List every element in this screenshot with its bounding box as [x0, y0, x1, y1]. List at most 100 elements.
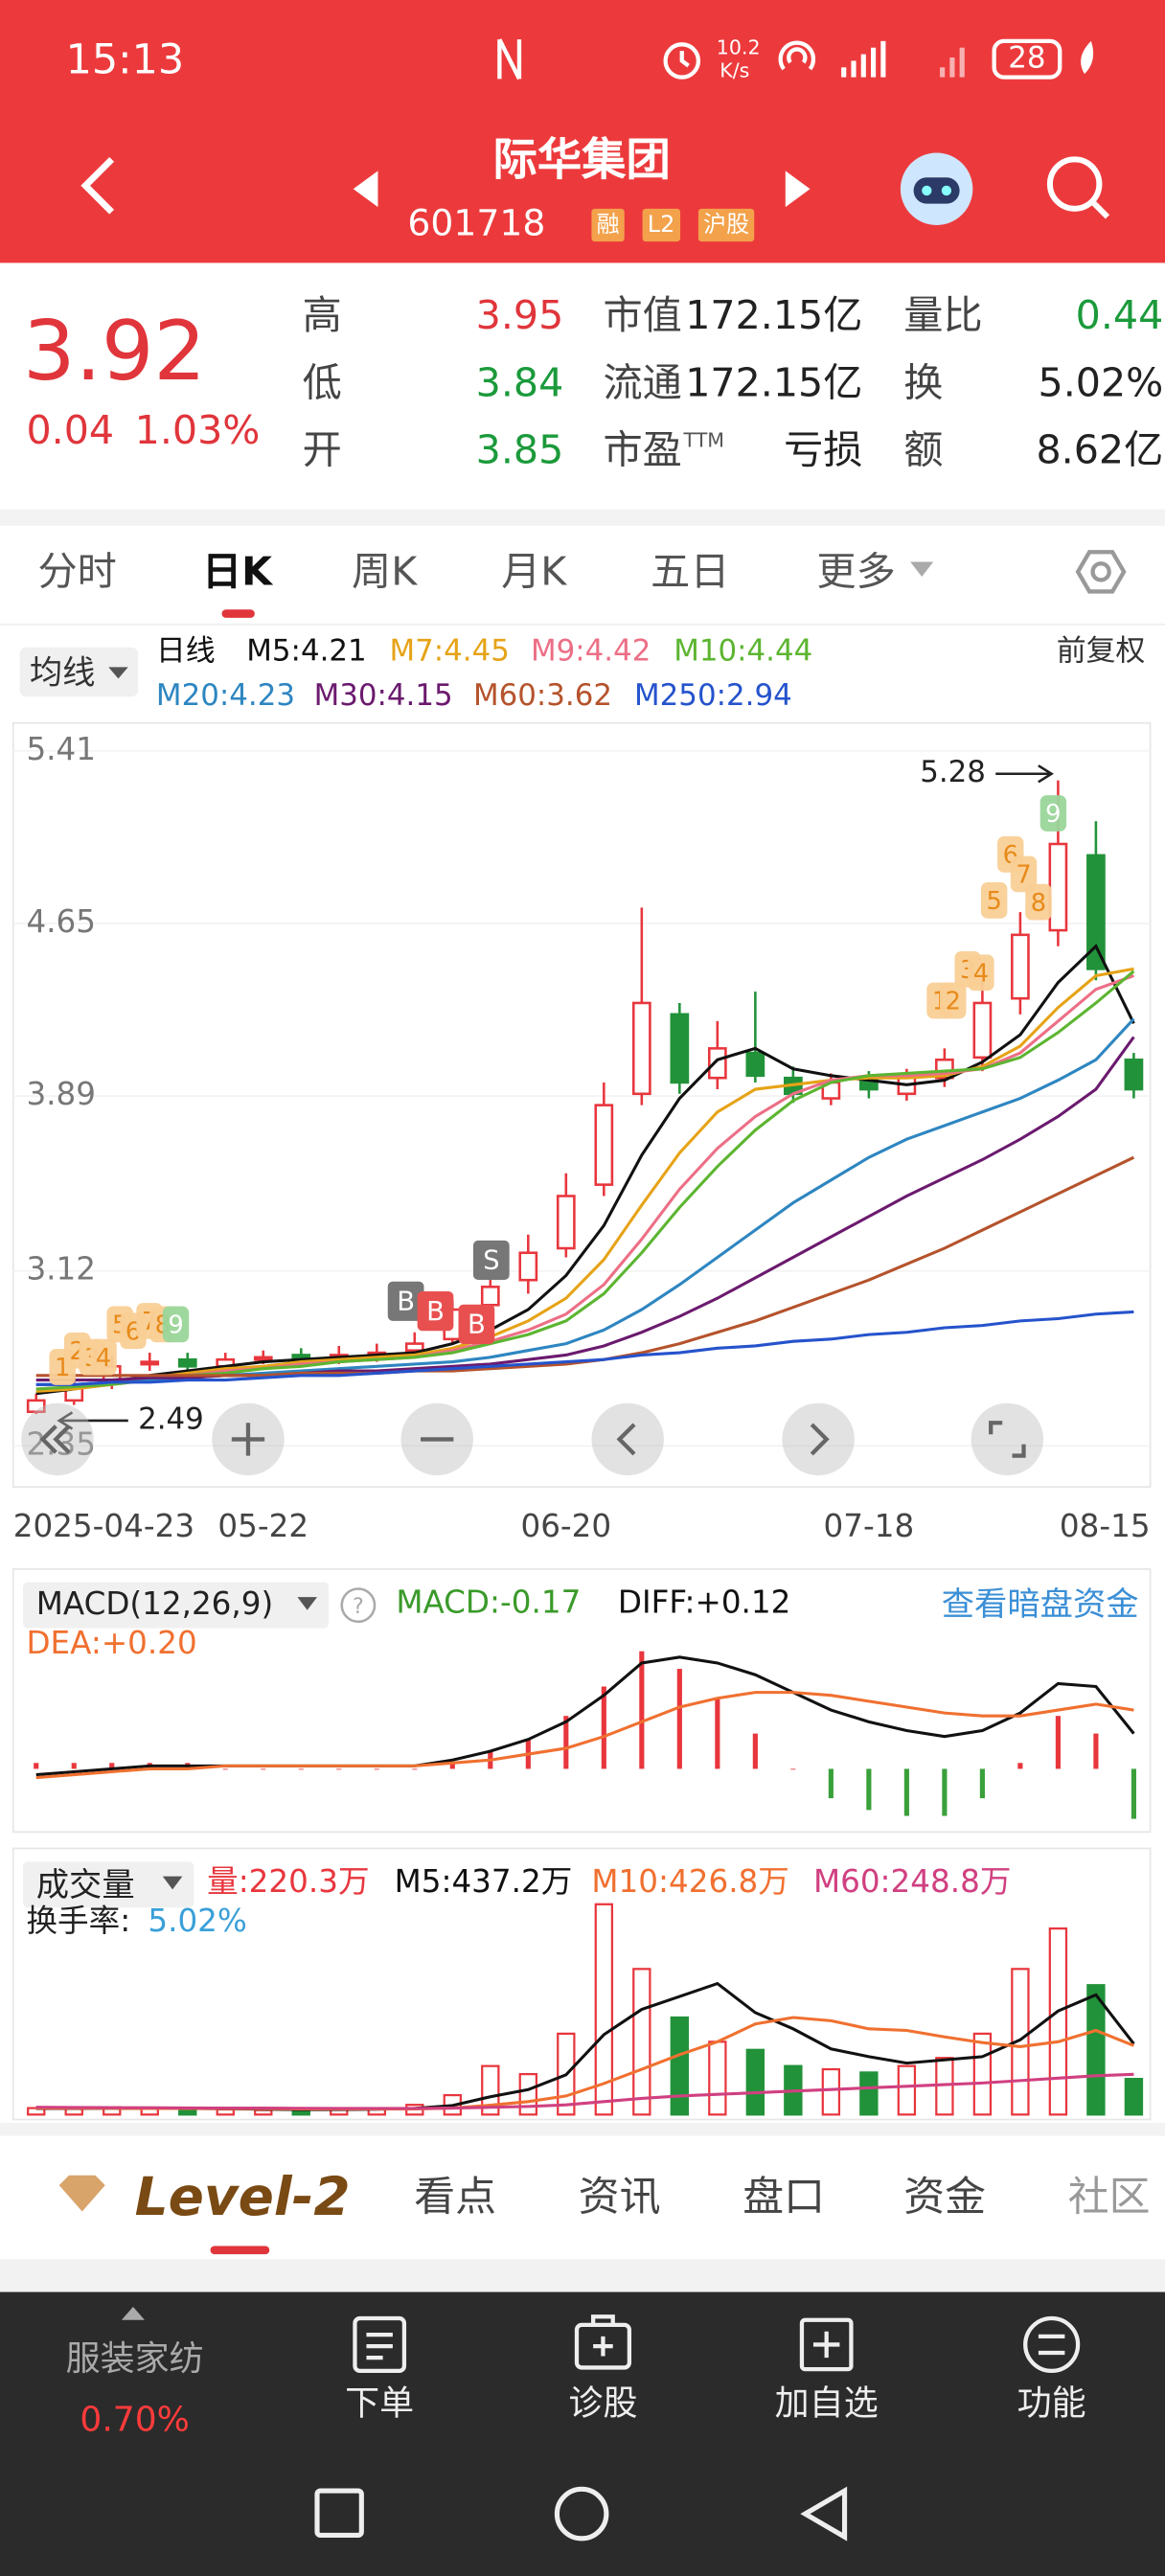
max-arrow	[995, 764, 1054, 784]
ma-line	[35, 974, 1134, 1391]
macd-bar	[449, 1763, 455, 1769]
nav-home[interactable]	[554, 2486, 609, 2542]
toolbar-button[interactable]: 功能	[1017, 2382, 1086, 2423]
sequence-label: 2	[946, 988, 961, 1016]
period-tab-active[interactable]: 日K	[201, 548, 273, 595]
bottom-tab[interactable]: 看点	[414, 2173, 496, 2221]
signal-bar	[841, 67, 847, 78]
ma-line	[35, 1017, 1135, 1386]
back-arrow[interactable]	[80, 156, 115, 215]
search-icon[interactable]	[1046, 156, 1103, 212]
sequence-badge	[1025, 883, 1052, 921]
bottom-tab[interactable]: 资讯	[578, 2173, 661, 2221]
help-glyph: ?	[353, 1594, 364, 1619]
macd-bar	[639, 1651, 645, 1769]
legend-item: MACD:-0.17	[396, 1584, 582, 1621]
stock-code: 601718	[407, 203, 546, 245]
settings-dot	[1090, 561, 1111, 582]
stat-value: 3.85	[475, 426, 564, 473]
adjust-mode[interactable]: 前复权	[1056, 634, 1146, 670]
signal-label: B	[468, 1311, 486, 1340]
ma-line	[35, 944, 1135, 1396]
dark-pool-link[interactable]: 查看暗盘资金	[941, 1584, 1139, 1624]
indicator-title[interactable]: MACD(12,26,9)	[35, 1585, 274, 1623]
period-tab[interactable]: 分时	[37, 548, 117, 595]
tab-indicator	[210, 2245, 270, 2255]
toolbar-button[interactable]: 加自选	[774, 2382, 879, 2423]
signal-bar	[949, 57, 955, 78]
candle-body	[1086, 854, 1106, 970]
watch-plus	[812, 2331, 840, 2359]
bottom-tab[interactable]: 资金	[903, 2173, 987, 2221]
next-stock[interactable]	[785, 171, 811, 208]
bottom-tab[interactable]: 社区	[1067, 2173, 1151, 2221]
indicator-selector-bg[interactable]	[23, 1861, 194, 1908]
stock-tag: L2	[642, 208, 680, 242]
control-button[interactable]	[971, 1402, 1044, 1476]
alarm-icon	[663, 42, 701, 80]
turnover-value: 5.02%	[148, 1903, 247, 1940]
ma-line	[35, 1155, 1135, 1378]
header-bg	[0, 0, 1165, 263]
volume-bar	[632, 1968, 651, 2116]
sequence-badge	[940, 982, 967, 1019]
separator	[0, 509, 1165, 526]
ma-selector[interactable]: 均线	[29, 651, 96, 693]
control-glyph	[810, 1423, 830, 1456]
control-button[interactable]	[591, 1402, 664, 1476]
nav-back[interactable]	[800, 2486, 848, 2542]
control-glyph	[616, 1423, 636, 1456]
period-tab[interactable]: 周K	[352, 548, 418, 595]
caret	[297, 1597, 318, 1610]
stat-label: 额	[903, 426, 944, 473]
y-tick-label: 3.89	[26, 1076, 96, 1112]
volume-bar	[1124, 2078, 1144, 2116]
prev-stock[interactable]	[353, 171, 378, 208]
stat-label: 低	[302, 359, 342, 406]
signal-bar	[851, 60, 857, 78]
sequence-label: 9	[168, 1311, 183, 1340]
macd-bar	[1017, 1763, 1023, 1769]
indicator-selector-bg[interactable]	[23, 1582, 330, 1629]
stat-label: 流通	[603, 359, 682, 406]
period-tab[interactable]: 月K	[501, 548, 567, 595]
candle-body	[707, 1047, 727, 1080]
status-time: 15:13	[65, 34, 185, 83]
settings-icon[interactable]	[1075, 550, 1127, 594]
battery-level: 28	[1008, 40, 1046, 76]
caret	[108, 667, 128, 679]
bottom-tab[interactable]: 盘口	[742, 2173, 826, 2221]
period-tab[interactable]: 五日	[651, 548, 730, 595]
help-icon[interactable]	[340, 1587, 377, 1624]
bottom-tab-active[interactable]: Level-2	[134, 2165, 351, 2228]
macd-chart: ?	[11, 1568, 1152, 1834]
expand-caret	[121, 2306, 145, 2320]
macd-bar	[866, 1768, 872, 1811]
control-glyph	[39, 1425, 57, 1454]
volume-bar	[670, 2016, 690, 2116]
toolbar-button[interactable]: 诊股	[568, 2382, 638, 2423]
indicator-title[interactable]: 成交量	[35, 1864, 135, 1904]
price-change: 0.04	[26, 407, 115, 454]
header-icons	[80, 38, 1110, 225]
signal-bar	[880, 40, 886, 78]
sequence-label: 9	[1045, 800, 1061, 829]
macd-bar	[412, 1768, 418, 1770]
control-button[interactable]	[782, 1402, 855, 1476]
macd-bar	[752, 1733, 758, 1769]
macd-bar	[1093, 1733, 1099, 1769]
y-tick-label: 3.12	[26, 1251, 96, 1288]
sequence-label: 4	[973, 960, 989, 989]
x-tick-label: 07-18	[824, 1508, 915, 1544]
legend-item: M10:4.44	[674, 634, 813, 670]
volume-bar	[1048, 1927, 1068, 2116]
stat-value: 5.02%	[1038, 359, 1164, 406]
separator	[0, 2259, 1165, 2292]
toolbar-button[interactable]: 下单	[345, 2382, 415, 2423]
nav-recent[interactable]	[314, 2488, 364, 2538]
volume-ma-line	[35, 2072, 1134, 2110]
sector-name[interactable]: 服装家纺	[65, 2338, 204, 2379]
volume-bar	[897, 2064, 917, 2116]
signal-bar	[959, 47, 965, 78]
period-tab[interactable]: 更多	[816, 548, 896, 595]
